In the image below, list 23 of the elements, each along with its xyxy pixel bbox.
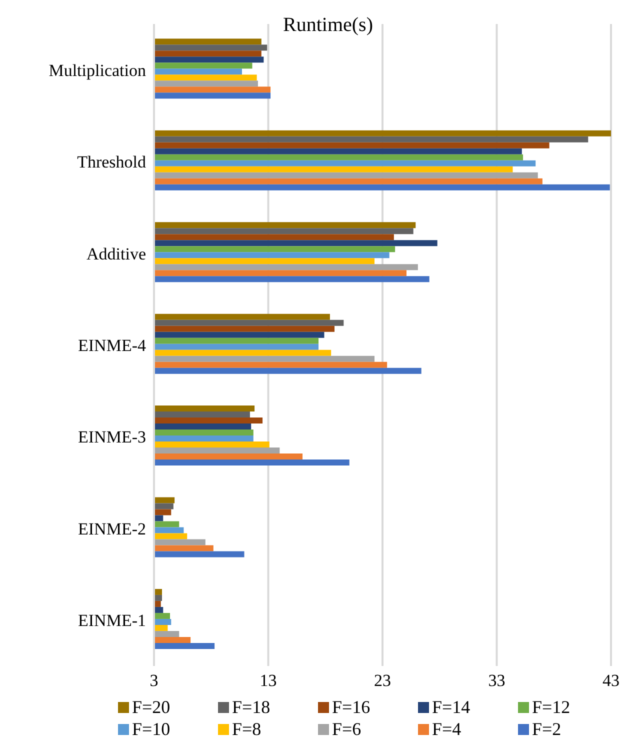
legend-label: F=10 bbox=[132, 718, 170, 740]
y-tick-label: EINME-2 bbox=[78, 519, 146, 538]
legend-label: F=16 bbox=[332, 696, 370, 718]
y-tick-label: EINME-1 bbox=[78, 611, 146, 630]
legend-label: F=2 bbox=[532, 718, 562, 740]
y-tick-label: Additive bbox=[86, 244, 146, 264]
x-tick-label: 13 bbox=[260, 671, 277, 690]
x-tick-label: 3 bbox=[150, 671, 158, 690]
y-tick-label: Multiplication bbox=[48, 60, 146, 80]
legend-label: F=20 bbox=[132, 696, 170, 718]
legend-label: F=14 bbox=[432, 696, 470, 718]
chart-title: Runtime(s) bbox=[282, 14, 374, 37]
x-tick-label: 23 bbox=[374, 671, 391, 690]
x-tick-label: 43 bbox=[602, 671, 620, 690]
x-tick-label: 33 bbox=[488, 671, 506, 690]
legend-label: F=18 bbox=[232, 696, 270, 718]
legend-label: F=8 bbox=[232, 718, 262, 740]
y-tick-label: EINME-3 bbox=[78, 428, 146, 447]
legend-label: F=12 bbox=[532, 696, 570, 718]
y-tick-label: Threshold bbox=[77, 152, 146, 172]
legend-label: F=6 bbox=[332, 718, 362, 740]
legend-label: F=4 bbox=[432, 718, 462, 740]
y-tick-label: EINME-4 bbox=[78, 336, 146, 356]
